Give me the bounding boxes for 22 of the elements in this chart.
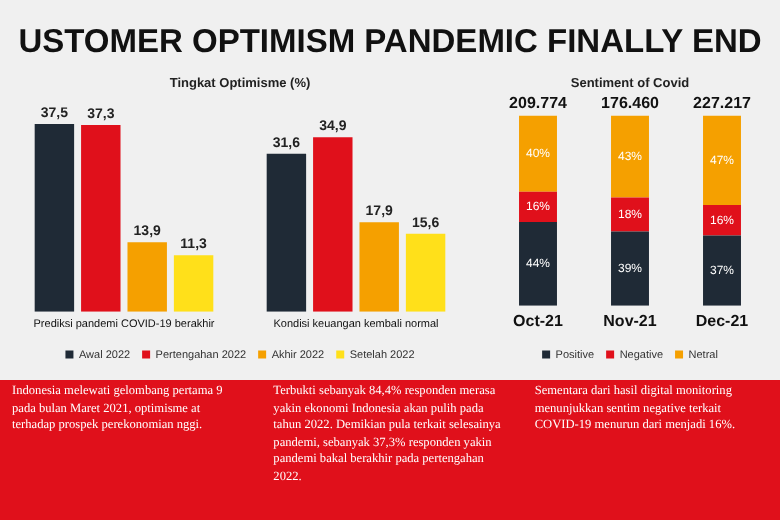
annotation: 176.460 bbox=[601, 94, 661, 113]
chart-title: USTOMER OPTIMISM PANDEMIC FINALLY END bbox=[16, 24, 764, 62]
bar bbox=[703, 115, 741, 205]
bar bbox=[81, 125, 121, 312]
bar bbox=[266, 153, 307, 312]
bar bbox=[313, 137, 353, 312]
bar bbox=[519, 222, 557, 306]
bar bbox=[611, 197, 649, 232]
bar bbox=[611, 231, 649, 306]
x-tick-label: Dec-21 bbox=[695, 311, 750, 330]
bar bbox=[127, 242, 167, 312]
bar bbox=[34, 124, 75, 312]
x-tick-label: Nov-21 bbox=[603, 311, 658, 330]
bar bbox=[173, 255, 214, 312]
bar bbox=[519, 115, 557, 192]
bar bbox=[359, 222, 399, 312]
bar bbox=[405, 233, 446, 312]
annotation: 209.774 bbox=[509, 94, 569, 113]
annotation: 227.217 bbox=[693, 94, 753, 113]
bar bbox=[611, 115, 649, 198]
x-tick-label: Oct-21 bbox=[513, 311, 564, 330]
bar bbox=[703, 235, 741, 306]
